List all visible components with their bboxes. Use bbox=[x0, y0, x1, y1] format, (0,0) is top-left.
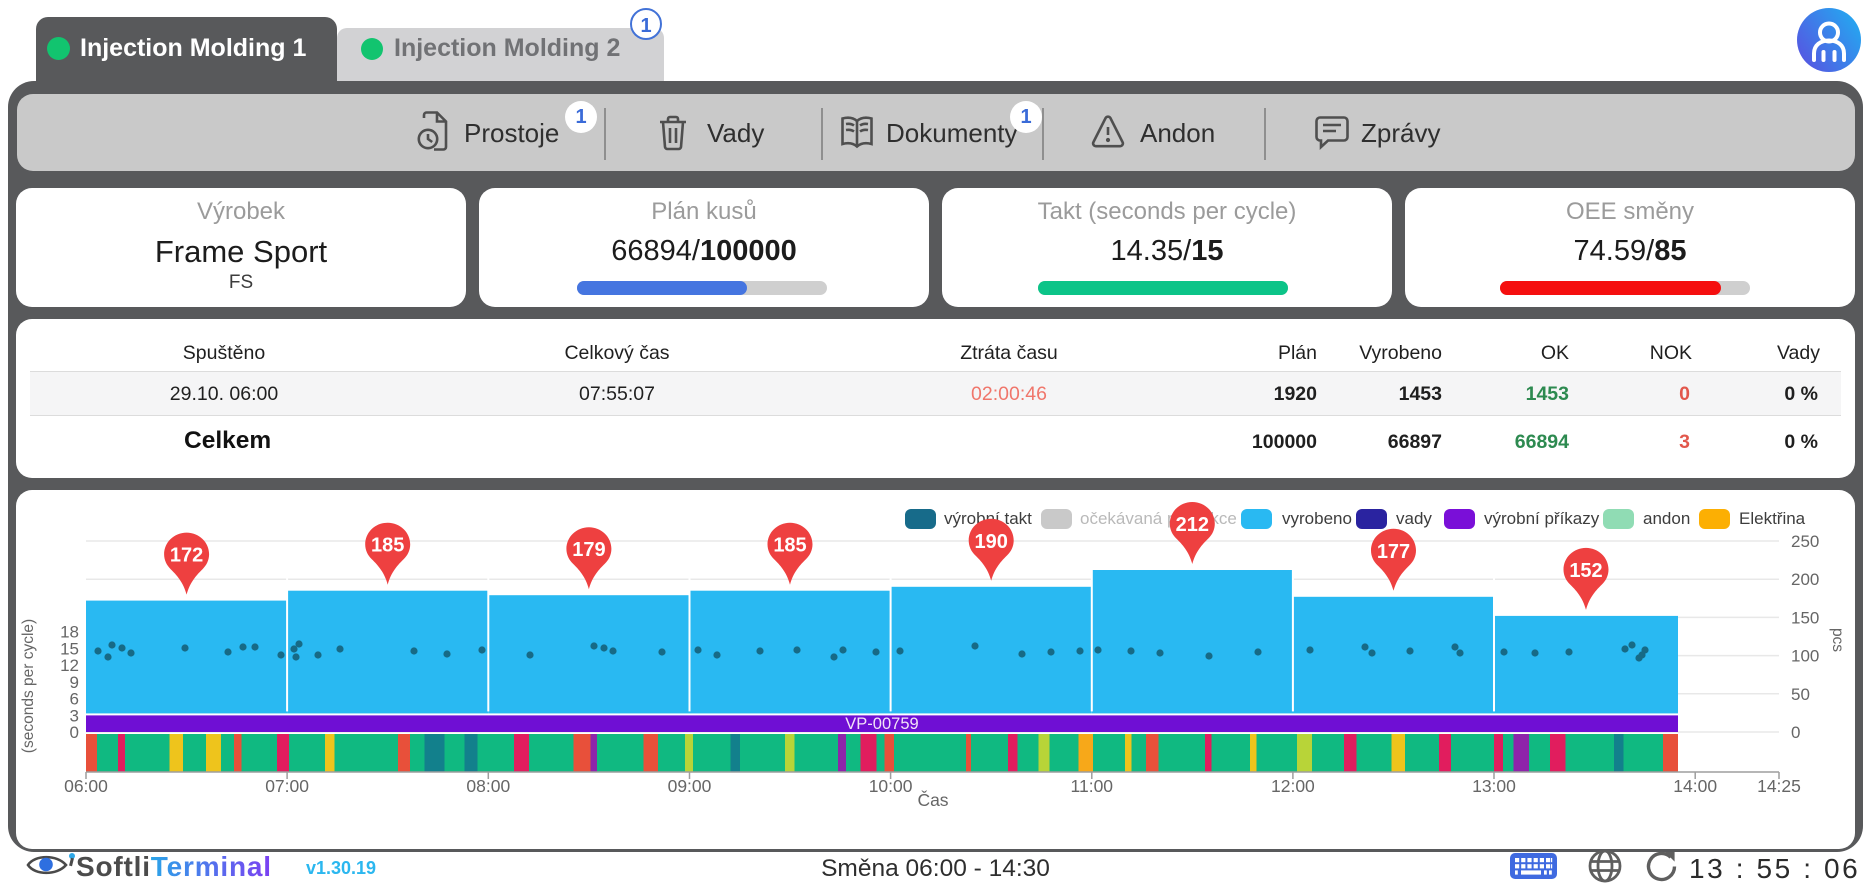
svg-text:200: 200 bbox=[1791, 570, 1819, 589]
svg-text:15: 15 bbox=[60, 640, 79, 659]
svg-text:150: 150 bbox=[1791, 608, 1819, 627]
svg-text:10:00: 10:00 bbox=[869, 776, 913, 796]
svg-text:6: 6 bbox=[70, 690, 79, 709]
svg-text:152: 152 bbox=[1569, 560, 1602, 582]
svg-text:18: 18 bbox=[60, 623, 79, 642]
svg-text:14:00: 14:00 bbox=[1673, 776, 1717, 796]
svg-text:VP-00759: VP-00759 bbox=[845, 715, 918, 733]
svg-text:177: 177 bbox=[1377, 541, 1410, 563]
svg-text:06:00: 06:00 bbox=[64, 776, 108, 796]
svg-text:pcs: pcs bbox=[1829, 628, 1846, 652]
svg-text:250: 250 bbox=[1791, 532, 1819, 551]
svg-text:11:00: 11:00 bbox=[1071, 776, 1114, 796]
svg-text:100: 100 bbox=[1791, 647, 1819, 666]
svg-text:3: 3 bbox=[70, 706, 79, 725]
svg-text:(seconds per cycle): (seconds per cycle) bbox=[20, 619, 37, 753]
svg-text:Čas: Čas bbox=[917, 789, 948, 810]
svg-text:09:00: 09:00 bbox=[668, 776, 712, 796]
svg-text:08:00: 08:00 bbox=[466, 776, 510, 796]
svg-text:212: 212 bbox=[1176, 514, 1209, 536]
svg-text:14:25: 14:25 bbox=[1757, 776, 1801, 796]
svg-text:9: 9 bbox=[70, 673, 79, 692]
svg-text:12: 12 bbox=[60, 656, 79, 675]
svg-text:172: 172 bbox=[170, 545, 203, 567]
svg-text:190: 190 bbox=[975, 531, 1008, 553]
svg-text:07:00: 07:00 bbox=[265, 776, 309, 796]
svg-text:12:00: 12:00 bbox=[1271, 776, 1315, 796]
svg-text:185: 185 bbox=[773, 535, 806, 557]
svg-text:50: 50 bbox=[1791, 685, 1810, 704]
svg-text:0: 0 bbox=[70, 723, 79, 742]
svg-text:179: 179 bbox=[572, 539, 605, 561]
svg-text:0: 0 bbox=[1791, 723, 1800, 742]
svg-text:185: 185 bbox=[371, 535, 404, 557]
svg-text:13:00: 13:00 bbox=[1472, 776, 1516, 796]
